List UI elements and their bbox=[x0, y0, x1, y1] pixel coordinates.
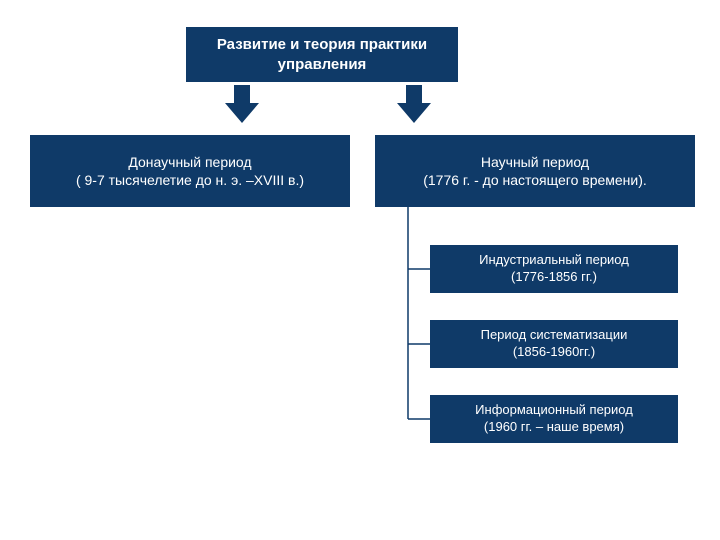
subperiod-1-text: Индустриальный период (1776-1856 гг.) bbox=[479, 252, 629, 286]
arrow-right-head bbox=[397, 103, 431, 123]
branch-prescientific-text: Донаучный период ( 9-7 тысячелетие до н.… bbox=[76, 153, 304, 189]
subperiod-2-line2: (1856-1960гг.) bbox=[513, 344, 595, 359]
subperiod-1: Индустриальный период (1776-1856 гг.) bbox=[430, 245, 678, 293]
subperiod-3-text: Информационный период (1960 гг. – наше в… bbox=[475, 402, 633, 436]
root-line2: управления bbox=[278, 56, 367, 73]
root-line1: Развитие и теория практики bbox=[217, 36, 427, 53]
subperiod-2: Период систематизации (1856-1960гг.) bbox=[430, 320, 678, 368]
branch-scientific-line2: (1776 г. - до настоящего времени). bbox=[423, 172, 647, 188]
branch-prescientific-line2: ( 9-7 тысячелетие до н. э. –XVIII в.) bbox=[76, 172, 304, 188]
subperiod-3-line2: (1960 гг. – наше время) bbox=[484, 419, 624, 434]
arrow-right-stem bbox=[406, 85, 422, 103]
branch-prescientific-line1: Донаучный период bbox=[128, 154, 251, 170]
root-text: Развитие и теория практики управления bbox=[217, 35, 427, 74]
root-box: Развитие и теория практики управления bbox=[186, 27, 458, 82]
subperiod-1-line2: (1776-1856 гг.) bbox=[511, 269, 597, 284]
subperiod-3-line1: Информационный период bbox=[475, 402, 633, 417]
arrow-left-stem bbox=[234, 85, 250, 103]
arrow-left-head bbox=[225, 103, 259, 123]
branch-scientific: Научный период (1776 г. - до настоящего … bbox=[375, 135, 695, 207]
subperiod-2-line1: Период систематизации bbox=[481, 327, 628, 342]
branch-scientific-line1: Научный период bbox=[481, 154, 589, 170]
subperiod-1-line1: Индустриальный период bbox=[479, 252, 629, 267]
branch-prescientific: Донаучный период ( 9-7 тысячелетие до н.… bbox=[30, 135, 350, 207]
subperiod-3: Информационный период (1960 гг. – наше в… bbox=[430, 395, 678, 443]
branch-scientific-text: Научный период (1776 г. - до настоящего … bbox=[423, 153, 647, 189]
subperiod-2-text: Период систематизации (1856-1960гг.) bbox=[481, 327, 628, 361]
